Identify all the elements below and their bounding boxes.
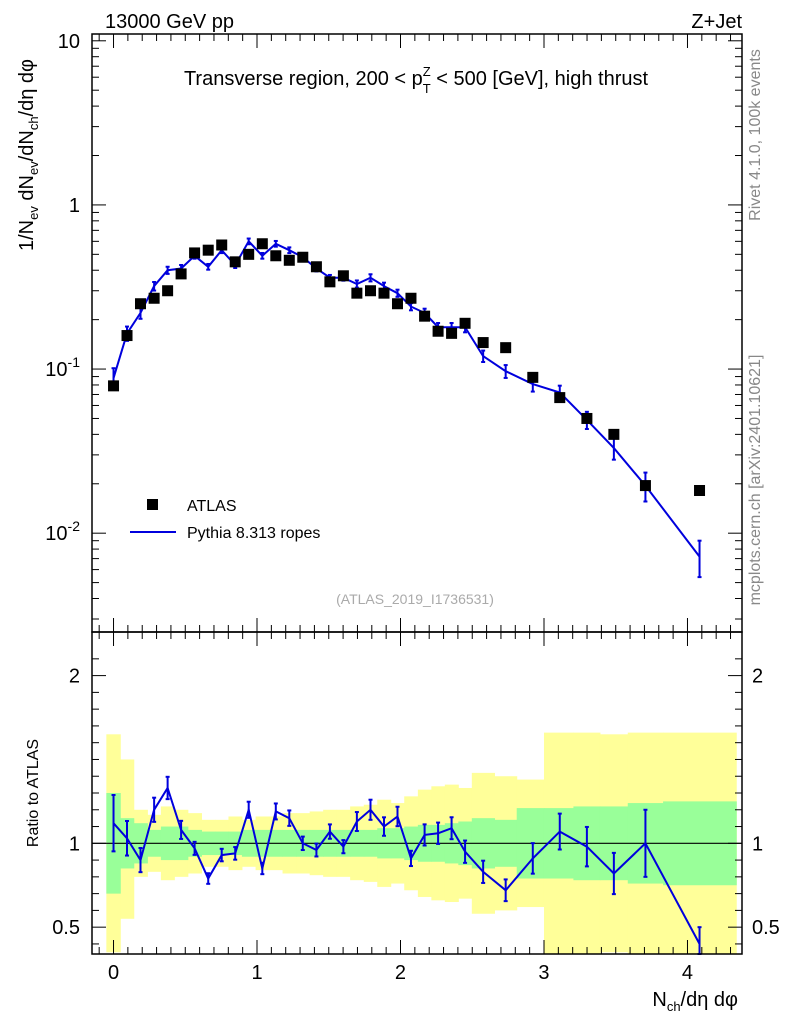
atlas-point xyxy=(229,256,241,268)
atlas-point xyxy=(419,310,431,322)
atlas-point xyxy=(189,247,201,259)
main-frame xyxy=(91,33,743,633)
atlas-point xyxy=(337,270,349,282)
source-label: mcplots.cern.ch [arXiv:2401.10621] xyxy=(747,355,764,606)
atlas-point xyxy=(108,380,120,392)
atlas-point xyxy=(202,244,214,256)
ratio-y-tick-label-left: 1 xyxy=(69,833,80,855)
x-tick-label: 4 xyxy=(682,962,693,984)
x-tick-label: 3 xyxy=(538,962,549,984)
atlas-point xyxy=(175,268,187,280)
atlas-point xyxy=(297,251,309,263)
atlas-point xyxy=(378,287,390,299)
ratio-panel: 0 1 2 3 4 0.5 0.5 1 1 2 2 Ratio to ATLAS xyxy=(25,631,780,984)
y-tick-label: 1 xyxy=(69,195,80,217)
atlas-point xyxy=(446,327,458,339)
atlas-point xyxy=(148,292,160,304)
ratio-y-tick-label-right: 1 xyxy=(752,833,763,855)
atlas-point xyxy=(391,298,403,310)
ratio-y-tick-label-left: 0.5 xyxy=(52,917,80,939)
atlas-point xyxy=(527,371,539,383)
x-tick-label: 2 xyxy=(395,962,406,984)
y-tick-label: 10-1 xyxy=(45,354,80,381)
ratio-y-tick-label-right: 0.5 xyxy=(752,917,780,939)
atlas-point xyxy=(310,261,322,273)
main-y-axis-label: 1/Nev dNev/dNch/dη dφ xyxy=(16,59,41,251)
atlas-point xyxy=(216,239,228,251)
legend: ATLAS Pythia 8.313 ropes xyxy=(130,498,320,542)
atlas-point xyxy=(694,484,706,496)
plot-title-sup: Z xyxy=(423,64,431,79)
atlas-point xyxy=(639,480,651,492)
process-label: Z+Jet xyxy=(691,11,742,33)
atlas-point xyxy=(365,285,377,297)
atlas-point xyxy=(134,298,146,310)
plot-title: Transverse region, 200 < pZ T < 500 [GeV]… xyxy=(184,64,649,96)
plot-title-sub: T xyxy=(423,81,431,96)
ratio-marks-layer xyxy=(92,732,742,955)
atlas-point xyxy=(256,238,268,250)
legend-mc-label: Pythia 8.313 ropes xyxy=(187,525,320,542)
legend-atlas-marker xyxy=(147,499,158,510)
legend-atlas-label: ATLAS xyxy=(187,498,237,515)
main-panel: 10-2 10-1 1 10 Transverse region, 200 < pZ T… xyxy=(16,31,743,633)
ratio-y-tick-label-left: 2 xyxy=(69,666,80,688)
energy-label: 13000 GeV pp xyxy=(105,11,234,33)
atlas-point xyxy=(500,342,512,354)
ratio-y-axis-label: Ratio to ATLAS xyxy=(25,739,42,847)
atlas-point xyxy=(477,337,489,349)
atlas-point xyxy=(283,254,295,266)
atlas-point xyxy=(121,330,133,342)
x-tick-label: 0 xyxy=(108,962,119,984)
atlas-point xyxy=(608,428,620,440)
main-marks-layer xyxy=(108,237,706,579)
y-tick-label: 10 xyxy=(58,31,80,53)
ratio-y-tick-label-right: 2 xyxy=(752,666,763,688)
ratio-axis-ticks: 0 1 2 3 4 0.5 0.5 1 1 2 2 xyxy=(52,632,780,984)
atlas-point xyxy=(243,248,255,260)
atlas-point xyxy=(270,250,282,262)
y-tick-label: 10-2 xyxy=(45,518,80,545)
atlas-point xyxy=(459,317,471,329)
atlas-point xyxy=(581,412,593,424)
atlas-point xyxy=(405,292,417,304)
atlas-point xyxy=(351,287,363,299)
rivet-label: Rivet 4.1.0, 100k events xyxy=(747,49,764,221)
atlas-point xyxy=(162,285,174,297)
main-axis-ticks: 10-2 10-1 1 10 xyxy=(45,31,742,632)
x-tick-label: 1 xyxy=(251,962,262,984)
atlas-point xyxy=(324,276,336,288)
atlas-point xyxy=(554,392,566,404)
analysis-label: (ATLAS_2019_I1736531) xyxy=(336,591,494,607)
atlas-point xyxy=(432,325,444,337)
x-axis-label: Nch/dη dφ xyxy=(652,989,738,1014)
plot-title-pre: Transverse region, 200 < p xyxy=(184,68,423,90)
plot-title-post: < 500 [GeV], high thrust xyxy=(431,68,649,90)
